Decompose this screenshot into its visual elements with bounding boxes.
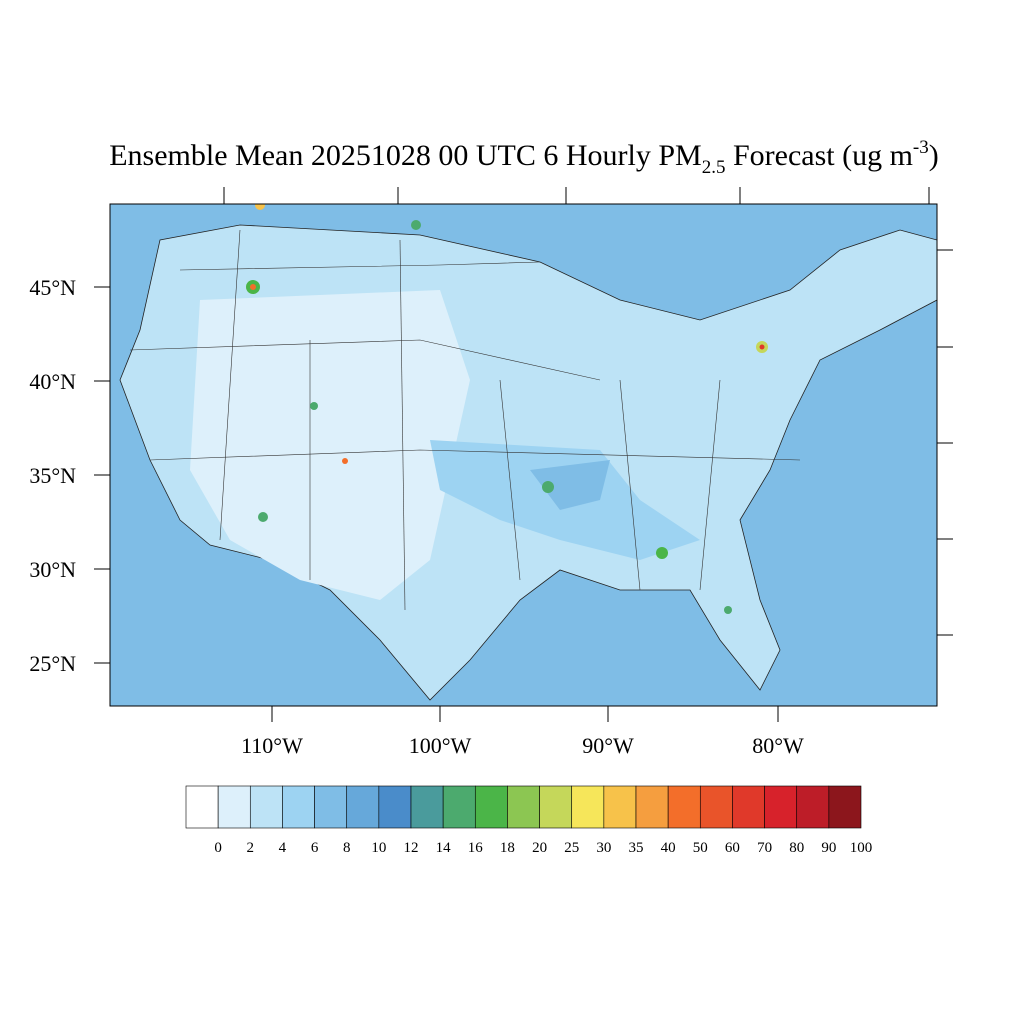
colorbar-label: 6 bbox=[311, 840, 319, 856]
colorbar-box bbox=[314, 785, 348, 829]
colorbar-label: 100 bbox=[850, 840, 873, 856]
colorbar-label: 20 bbox=[532, 840, 547, 856]
colorbar-box bbox=[507, 785, 540, 829]
colorbar-label: 40 bbox=[661, 840, 676, 856]
colorbar-label: 30 bbox=[596, 840, 611, 856]
title-after: Forecast (ug m bbox=[725, 139, 912, 172]
lon-label: 110°W bbox=[241, 733, 303, 758]
colorbar-box bbox=[796, 785, 830, 829]
map-frame bbox=[109, 203, 938, 707]
colorbar-box bbox=[603, 785, 637, 829]
lon-labels: 110°W 100°W 90°W 80°W bbox=[241, 733, 804, 758]
colorbar-box bbox=[699, 785, 733, 829]
lat-label: 25°N bbox=[29, 651, 76, 676]
colorbar-label: 90 bbox=[821, 840, 836, 856]
colorbar-box bbox=[828, 785, 862, 829]
lat-label: 30°N bbox=[29, 557, 76, 582]
map-area bbox=[110, 204, 937, 706]
colorbar-box bbox=[539, 785, 573, 829]
colorbar-label: 12 bbox=[404, 840, 419, 856]
colorbar-box bbox=[346, 785, 380, 829]
lon-label: 80°W bbox=[752, 733, 804, 758]
title-close: ) bbox=[929, 139, 939, 172]
colorbar-box bbox=[249, 785, 283, 829]
colorbar-box bbox=[764, 785, 798, 829]
title-subscript: 2.5 bbox=[702, 157, 726, 178]
colorbar-label: 16 bbox=[468, 840, 484, 856]
colorbar-box bbox=[635, 785, 669, 829]
colorbar-box bbox=[185, 785, 219, 829]
lon-label: 100°W bbox=[409, 733, 472, 758]
colorbar-box bbox=[378, 785, 412, 829]
colorbar-box bbox=[667, 785, 701, 829]
colorbar-label: 14 bbox=[436, 840, 452, 856]
axis-ticks bbox=[94, 187, 953, 722]
colorbar-box bbox=[442, 785, 476, 829]
colorbar-label: 18 bbox=[500, 840, 515, 856]
colorbar-label: 4 bbox=[279, 840, 287, 856]
dark-region bbox=[530, 460, 610, 510]
colorbar-box bbox=[571, 785, 605, 829]
title-superscript: -3 bbox=[913, 137, 929, 158]
colorbar-label: 35 bbox=[629, 840, 644, 856]
colorbar-label: 2 bbox=[247, 840, 255, 856]
state-lines bbox=[129, 229, 801, 611]
colorbar-box bbox=[410, 785, 444, 829]
lat-label: 35°N bbox=[29, 463, 76, 488]
colorbar-box bbox=[474, 785, 508, 829]
hotspots bbox=[246, 204, 768, 614]
colorbar-label: 8 bbox=[343, 840, 351, 856]
lat-labels: 45°N 40°N 35°N 30°N 25°N bbox=[29, 275, 76, 676]
lat-label: 45°N bbox=[29, 275, 76, 300]
title: Ensemble Mean 20251028 00 UTC 6 Hourly P… bbox=[109, 137, 939, 178]
colorbar: 0 2 4 6 8 10 12 14 16 18 20 25 30 35 40 50 60 70 80 90 100 bbox=[185, 785, 873, 856]
colorbar-label: 25 bbox=[564, 840, 579, 856]
colorbar-label: 50 bbox=[693, 840, 708, 856]
colorbar-label: 60 bbox=[725, 840, 740, 856]
colorbar-label: 10 bbox=[371, 840, 386, 856]
colorbar-label: 70 bbox=[757, 840, 772, 856]
title-main: Ensemble Mean 20251028 00 UTC 6 Hourly P… bbox=[109, 139, 701, 172]
lat-label: 40°N bbox=[29, 369, 76, 394]
colorbar-label: 0 bbox=[214, 840, 222, 856]
lon-label: 90°W bbox=[582, 733, 634, 758]
colorbar-box bbox=[217, 785, 251, 829]
colorbar-box bbox=[282, 785, 315, 829]
colorbar-box bbox=[732, 785, 765, 829]
colorbar-label: 80 bbox=[789, 840, 804, 856]
light-region bbox=[190, 290, 470, 600]
